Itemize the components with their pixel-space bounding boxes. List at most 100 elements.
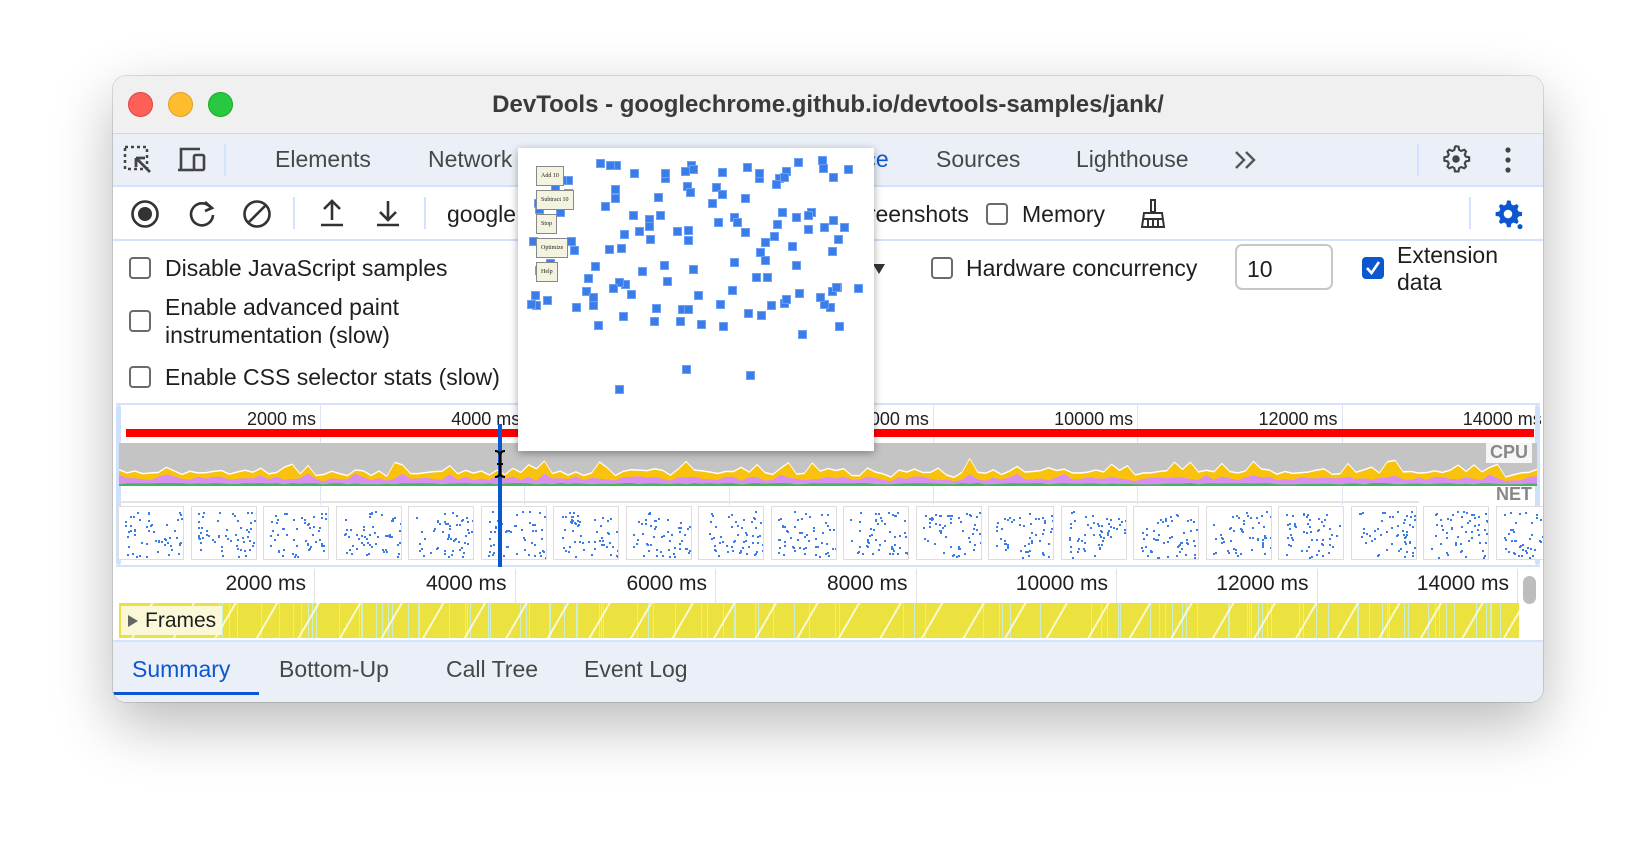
filmstrip-thumbnail[interactable]	[843, 506, 909, 560]
filmstrip-thumbnail[interactable]	[335, 506, 402, 560]
gear-icon[interactable]	[1441, 144, 1471, 174]
filmstrip-thumbnail[interactable]	[553, 506, 619, 560]
capture-settings-gear-icon[interactable]	[1492, 198, 1524, 230]
thumbnail-dot	[649, 544, 652, 547]
screenshot-filmstrip[interactable]	[116, 502, 1543, 566]
thumbnail-dot	[708, 532, 711, 535]
thumbnail-dot	[392, 518, 395, 520]
expand-triangle-icon[interactable]	[127, 614, 139, 628]
filmstrip-thumbnail[interactable]	[118, 506, 184, 560]
filmstrip-thumbnail[interactable]	[1278, 506, 1344, 560]
thumbnail-dot	[1052, 519, 1053, 522]
extension-data-checkbox[interactable]	[1362, 257, 1384, 279]
filmstrip-thumbnail[interactable]	[408, 506, 474, 560]
thumbnail-dot	[875, 520, 878, 523]
thumbnail-dot	[783, 525, 786, 528]
maximize-window-button[interactable]	[208, 92, 233, 117]
overview-right-handle[interactable]	[1535, 405, 1540, 565]
thumbnail-dot	[1214, 552, 1217, 555]
thumbnail-dot	[1327, 552, 1330, 555]
tab-network[interactable]: Network	[428, 146, 513, 172]
device-toolbar-icon[interactable]	[176, 145, 208, 175]
reload-record-icon[interactable]	[187, 199, 217, 229]
inspect-element-icon[interactable]	[123, 145, 153, 175]
thumbnail-dot	[1176, 554, 1179, 557]
thumbnail-dot	[466, 521, 469, 524]
overview-left-handle[interactable]	[116, 405, 121, 565]
hardware-concurrency-input[interactable]: 10	[1235, 244, 1333, 290]
record-icon[interactable]	[130, 199, 160, 229]
filmstrip-thumbnail[interactable]	[988, 506, 1054, 560]
cpu-rendering-area	[119, 473, 1537, 486]
filmstrip-thumbnail[interactable]	[1495, 506, 1543, 560]
thumbnail-dot	[1456, 511, 1459, 514]
thumbnail-dot	[740, 549, 743, 552]
hardware-concurrency-checkbox[interactable]	[931, 257, 953, 279]
more-tabs-chevron-icon[interactable]	[1233, 149, 1259, 171]
filmstrip-thumbnail[interactable]	[1060, 506, 1127, 560]
minimize-window-button[interactable]	[168, 92, 193, 117]
thumbnail-dot	[888, 512, 891, 515]
thumbnail-dot	[348, 548, 351, 551]
tab-bottom-up[interactable]: Bottom-Up	[279, 656, 389, 682]
garbage-collect-broom-icon[interactable]	[1139, 198, 1167, 230]
filmstrip-thumbnail[interactable]	[1350, 506, 1417, 560]
thumbnail-dot	[1362, 511, 1365, 514]
filmstrip-thumbnail[interactable]	[625, 506, 692, 560]
thumbnail-dot	[594, 541, 597, 544]
close-window-button[interactable]	[128, 92, 153, 117]
filmstrip-thumbnail[interactable]	[1205, 506, 1272, 560]
advanced-paint-checkbox[interactable]	[129, 310, 151, 332]
thumbnail-dot	[730, 525, 733, 528]
download-icon[interactable]	[374, 198, 402, 228]
thumbnail-dot	[1037, 518, 1040, 521]
tab-call-tree[interactable]: Call Tree	[446, 656, 539, 682]
thumbnail-dot	[1024, 545, 1026, 548]
thumbnail-dot	[349, 529, 352, 532]
page-select[interactable]: google	[447, 201, 517, 227]
tab-elements[interactable]: Elements	[275, 146, 371, 172]
tab-summary[interactable]: Summary	[132, 656, 231, 682]
thumbnail-dot	[563, 528, 566, 531]
vertical-scrollbar[interactable]	[1523, 576, 1536, 604]
filmstrip-thumbnail[interactable]	[190, 506, 257, 560]
filmstrip-thumbnail[interactable]	[698, 506, 764, 560]
filmstrip-thumbnail[interactable]	[480, 506, 547, 560]
filmstrip-thumbnail[interactable]	[1133, 506, 1199, 560]
thumbnail-dot	[711, 512, 714, 515]
clear-icon[interactable]	[242, 199, 272, 229]
frames-track-header[interactable]: Frames	[121, 606, 223, 635]
thumbnail-dot	[974, 523, 977, 526]
frames-track[interactable]: Frames	[119, 603, 1519, 638]
filmstrip-thumbnail[interactable]	[263, 506, 329, 560]
preview-square	[693, 291, 703, 300]
thumbnail-dot	[370, 511, 373, 514]
upload-icon[interactable]	[318, 198, 346, 228]
memory-checkbox[interactable]	[986, 203, 1008, 225]
thumbnail-dot	[542, 549, 545, 552]
tab-sources[interactable]: Sources	[936, 146, 1021, 172]
preview-square	[614, 385, 624, 395]
css-selector-stats-checkbox[interactable]	[129, 366, 151, 388]
tab-lighthouse[interactable]: Lighthouse	[1076, 146, 1189, 172]
thumbnail-dot	[1405, 550, 1408, 553]
preview-square	[793, 158, 803, 168]
thumbnail-dot	[147, 519, 150, 522]
thumbnail-dot	[582, 549, 585, 552]
filmstrip-thumbnail[interactable]	[1423, 506, 1489, 560]
tab-event-log[interactable]: Event Log	[584, 656, 688, 682]
filmstrip-thumbnail[interactable]	[915, 506, 982, 560]
thumbnail-dot	[371, 525, 374, 528]
filmstrip-thumbnail[interactable]	[770, 506, 837, 560]
thumbnail-dot	[582, 542, 585, 545]
preview-square	[743, 309, 753, 319]
kebab-menu-icon[interactable]	[1503, 146, 1513, 174]
thumbnail-dot	[667, 519, 670, 522]
thumbnail-dot	[1477, 533, 1480, 536]
thumbnail-dot	[1030, 522, 1032, 525]
disable-js-samples-checkbox[interactable]	[129, 257, 151, 279]
thumbnail-dot	[250, 522, 253, 525]
thumbnail-dot	[594, 548, 597, 551]
thumbnail-dot	[1397, 525, 1400, 528]
throttling-dropdown-arrow-icon[interactable]	[872, 263, 886, 275]
